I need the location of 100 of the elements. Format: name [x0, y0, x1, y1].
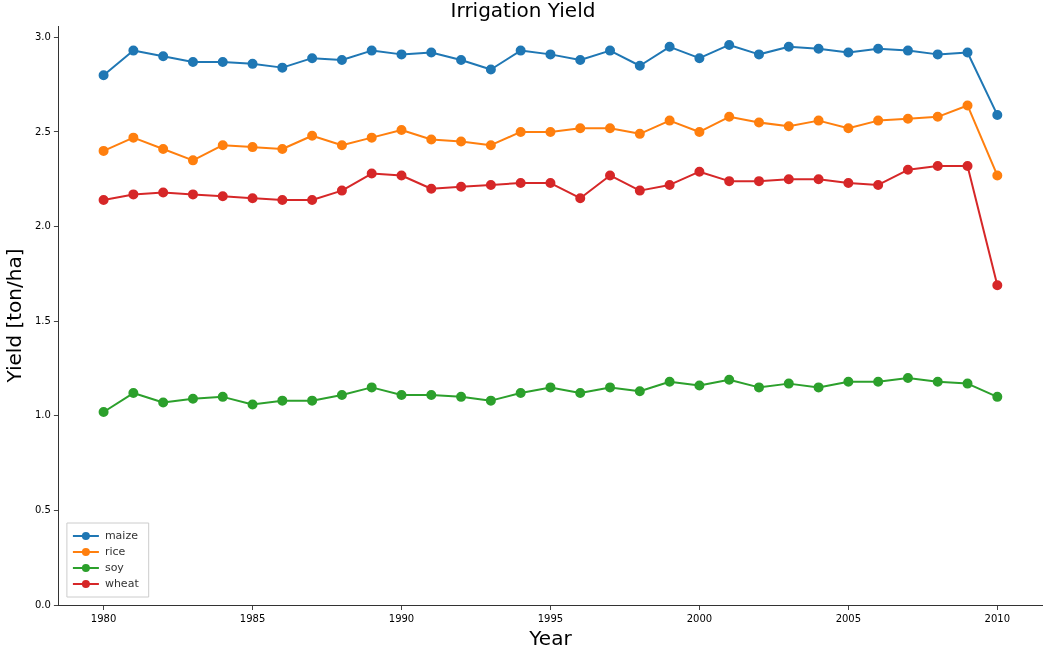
point: [247, 58, 258, 69]
point: [485, 140, 496, 151]
point: [366, 168, 377, 179]
point: [992, 391, 1003, 402]
point: [873, 376, 884, 387]
point: [515, 178, 526, 189]
point: [128, 45, 139, 56]
point: [485, 64, 496, 75]
point: [664, 376, 675, 387]
point: [575, 55, 586, 66]
point: [307, 53, 318, 64]
point: [694, 380, 705, 391]
point: [158, 51, 169, 62]
y-tick-label: 2.0: [35, 220, 51, 232]
point: [98, 70, 109, 81]
point: [932, 161, 943, 172]
point: [843, 178, 854, 189]
x-tick-label: 2005: [835, 612, 862, 624]
point: [158, 397, 169, 408]
point: [426, 183, 437, 194]
point: [426, 47, 437, 58]
point: [187, 189, 198, 200]
point: [456, 181, 467, 192]
point: [605, 45, 616, 56]
point: [605, 382, 616, 393]
x-tick-label: 2000: [686, 612, 713, 624]
point: [307, 395, 318, 406]
point: [575, 388, 586, 399]
point: [128, 189, 139, 200]
legend-label: maize: [104, 528, 139, 542]
point: [724, 176, 735, 187]
point: [98, 145, 109, 156]
point: [724, 111, 735, 122]
point: [247, 142, 258, 153]
point: [456, 136, 467, 147]
point: [902, 372, 913, 383]
point: [128, 388, 139, 399]
point: [277, 62, 288, 73]
point: [426, 134, 437, 145]
point: [664, 179, 675, 190]
point: [128, 132, 139, 143]
point: [783, 378, 794, 389]
legend-label: soy: [104, 560, 125, 574]
point: [396, 389, 407, 400]
point: [992, 280, 1003, 291]
point: [813, 382, 824, 393]
point: [664, 41, 675, 52]
y-tick-label: 2.5: [35, 125, 51, 137]
point: [813, 43, 824, 54]
point: [396, 125, 407, 136]
point: [932, 49, 943, 60]
point: [634, 128, 645, 139]
point: [396, 49, 407, 60]
point: [485, 395, 496, 406]
point: [575, 193, 586, 204]
point: [873, 115, 884, 126]
point: [753, 49, 764, 60]
chart-title: Irrigation Yield: [450, 0, 596, 23]
point: [634, 386, 645, 397]
point: [456, 55, 467, 66]
point: [545, 382, 556, 393]
point: [217, 391, 228, 402]
point: [485, 179, 496, 190]
x-tick-label: 1995: [537, 612, 564, 624]
point: [783, 121, 794, 132]
point: [187, 56, 198, 67]
point: [873, 43, 884, 54]
x-tick-label: 2010: [984, 612, 1011, 624]
point: [247, 193, 258, 204]
point: [187, 393, 198, 404]
point: [336, 55, 347, 66]
point: [902, 164, 913, 175]
point: [336, 140, 347, 151]
y-axis-title: Yield [ton/ha]: [2, 248, 27, 384]
point: [694, 126, 705, 137]
point: [694, 166, 705, 177]
point: [694, 53, 705, 64]
point: [336, 389, 347, 400]
point: [515, 388, 526, 399]
x-axis-title: Year: [528, 626, 573, 651]
y-tick-label: 0.5: [35, 503, 51, 515]
point: [158, 143, 169, 154]
point: [545, 178, 556, 189]
point: [753, 176, 764, 187]
point: [98, 407, 109, 417]
point: [783, 41, 794, 52]
point: [307, 130, 318, 141]
point: [873, 179, 884, 190]
point: [962, 161, 973, 172]
point: [277, 143, 288, 154]
point: [664, 115, 675, 126]
point: [456, 391, 467, 402]
point: [277, 195, 288, 206]
point: [217, 191, 228, 202]
point: [545, 49, 556, 60]
point: [932, 111, 943, 122]
point: [515, 45, 526, 56]
y-tick-label: 3.0: [35, 30, 51, 42]
point: [783, 174, 794, 185]
point: [307, 195, 318, 206]
